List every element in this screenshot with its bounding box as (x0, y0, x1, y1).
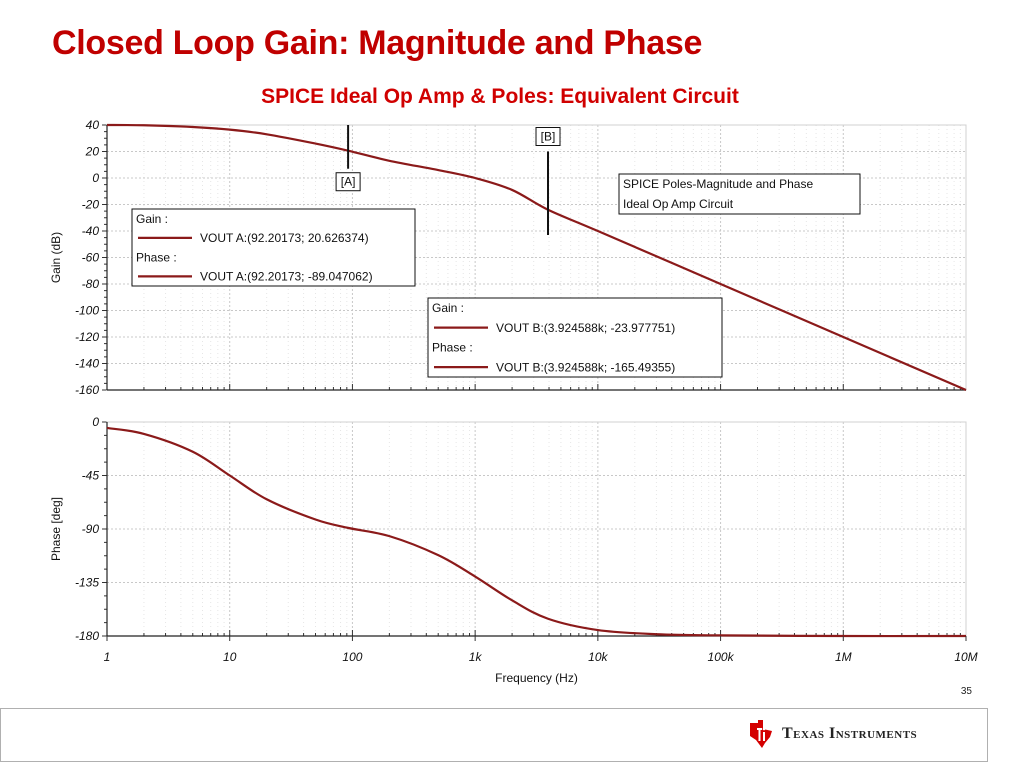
gain-y-axis-label: Gain (dB) (49, 232, 63, 283)
phase-series-line (106, 426, 967, 638)
phase-x-tick-label: 1M (835, 650, 852, 664)
footer-bar (0, 708, 988, 762)
chart-annotation-line: Ideal Op Amp Circuit (623, 197, 734, 211)
legend-b-phase-title: Phase : (432, 341, 473, 355)
legend-a-gain-title: Gain : (136, 212, 168, 226)
phase-y-tick-label: -90 (82, 522, 100, 536)
phase-y-tick-label: -135 (75, 576, 99, 590)
phase-y-tick-label: 0 (92, 415, 99, 429)
legend-a-box (131, 208, 416, 287)
legend-a-gain-entry: VOUT A:(92.20173; 20.626374) (200, 231, 369, 245)
gain-y-tick-label: -120 (75, 330, 99, 344)
gain-y-tick-label: -140 (75, 357, 99, 371)
gain-y-tick-label: -40 (82, 224, 100, 238)
gain-y-tick-label: -100 (75, 304, 99, 318)
slide-subtitle: SPICE Ideal Op Amp & Poles: Equivalent C… (261, 85, 739, 108)
cursor-b-label-box (535, 127, 561, 146)
phase-y-axis-label: Phase [deg] (49, 497, 63, 561)
phase-x-tick-label: 100 (342, 650, 362, 664)
gain-y-tick-label: 0 (92, 171, 99, 185)
legend-a-phase-title: Phase : (136, 250, 177, 264)
legend-a-phase-entry: VOUT A:(92.20173; -89.047062) (200, 270, 373, 284)
phase-x-tick-label: 10 (223, 650, 237, 664)
slide-number: 35 (960, 686, 972, 697)
slide-title: Closed Loop Gain: Magnitude and Phase (52, 24, 703, 62)
phase-x-tick-label: 1 (104, 650, 111, 664)
ti-state-icon (750, 720, 772, 748)
legend-b-gain-title: Gain : (432, 301, 464, 315)
legend-b-gain-entry: VOUT B:(3.924588k; -23.977751) (496, 321, 675, 335)
gain-y-tick-label: -80 (82, 277, 100, 291)
gain-y-tick-label: 40 (86, 118, 100, 132)
cursor-b-label: [B] (541, 130, 556, 144)
ti-wordmark: Texas Instruments (782, 725, 918, 742)
cursor-a-label: [A] (341, 175, 356, 189)
legend-b-phase-entry: VOUT B:(3.924588k; -165.49355) (496, 360, 675, 374)
gain-y-tick-label: -160 (75, 383, 99, 397)
phase-y-tick-label: -180 (75, 629, 99, 643)
phase-x-tick-label: 1k (469, 650, 483, 664)
phase-x-axis-label: Frequency (Hz) (495, 671, 578, 685)
gain-y-tick-label: -20 (82, 198, 100, 212)
gain-series-line (106, 123, 967, 392)
texas-instruments-logo: Texas Instruments (748, 718, 917, 750)
bode-plot: 40 20 0 -20 -40 -60 -80 -100 -120 -140 -160 Gain (d… (49, 118, 978, 685)
phase-y-tick-label: -45 (82, 469, 100, 483)
phase-x-tick-label: 100k (708, 650, 735, 664)
phase-x-tick-label: 10k (588, 650, 608, 664)
cursor-a-label-box (335, 172, 361, 192)
chart-annotation-line: SPICE Poles-Magnitude and Phase (623, 177, 813, 191)
chart-annotation-box (618, 173, 861, 215)
gain-y-tick-label: -60 (82, 251, 100, 265)
phase-x-tick-label: 10M (954, 650, 977, 664)
gain-y-tick-label: 20 (85, 145, 100, 159)
legend-b-box (427, 297, 723, 378)
